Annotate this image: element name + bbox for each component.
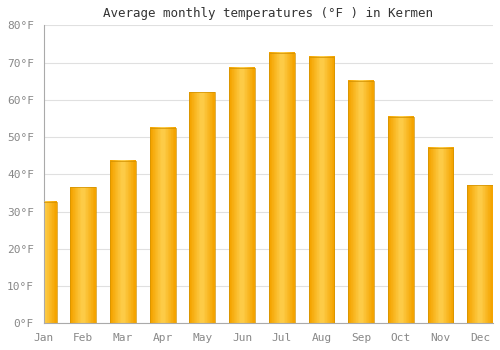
Title: Average monthly temperatures (°F ) in Kermen: Average monthly temperatures (°F ) in Ke… [104, 7, 434, 20]
Bar [150, 128, 176, 323]
Bar [428, 148, 454, 323]
Bar [31, 202, 56, 323]
Bar [269, 53, 294, 323]
Bar [190, 92, 216, 323]
Bar [229, 68, 255, 323]
Bar [308, 57, 334, 323]
Bar [110, 161, 136, 323]
Bar [388, 117, 413, 323]
Bar [70, 187, 96, 323]
Bar [468, 186, 493, 323]
Bar [348, 81, 374, 323]
